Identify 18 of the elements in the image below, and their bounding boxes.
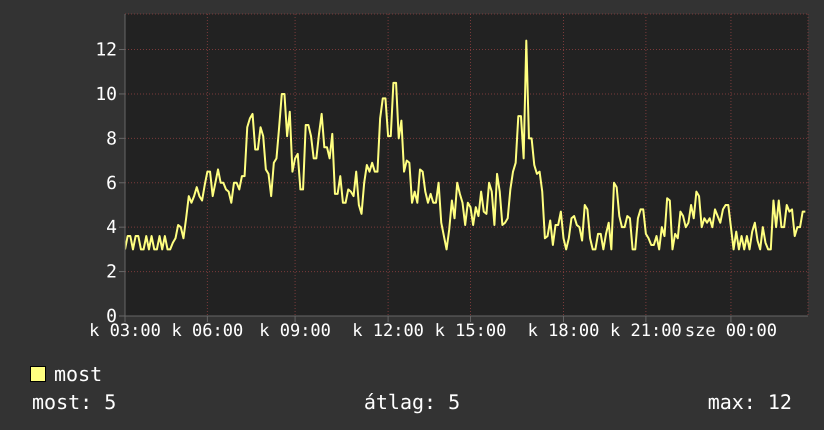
x-tick-label: k 06:00 (172, 321, 244, 342)
y-tick-label: 8 (106, 128, 117, 150)
y-tick-label: 6 (106, 172, 117, 194)
y-tick-label: 4 (106, 217, 117, 238)
y-tick-label: 12 (95, 40, 117, 61)
x-tick-label: k 18:00 (528, 321, 600, 342)
y-tick-label: 10 (95, 84, 117, 105)
y-tick-label: 2 (106, 262, 117, 283)
x-tick-label: k 21:00 (610, 321, 682, 342)
x-tick-label: k 09:00 (259, 321, 331, 342)
text: átlag: 5 (364, 390, 460, 414)
x-tick-label: k 12:00 (352, 321, 424, 342)
x-tick-label: sze 00:00 (684, 321, 777, 342)
text: most: 5 (32, 390, 116, 414)
line-series (125, 40, 806, 250)
text: max: 12 (708, 390, 792, 414)
legend-label: most (54, 362, 102, 386)
x-tick-label: k 15:00 (434, 321, 506, 342)
